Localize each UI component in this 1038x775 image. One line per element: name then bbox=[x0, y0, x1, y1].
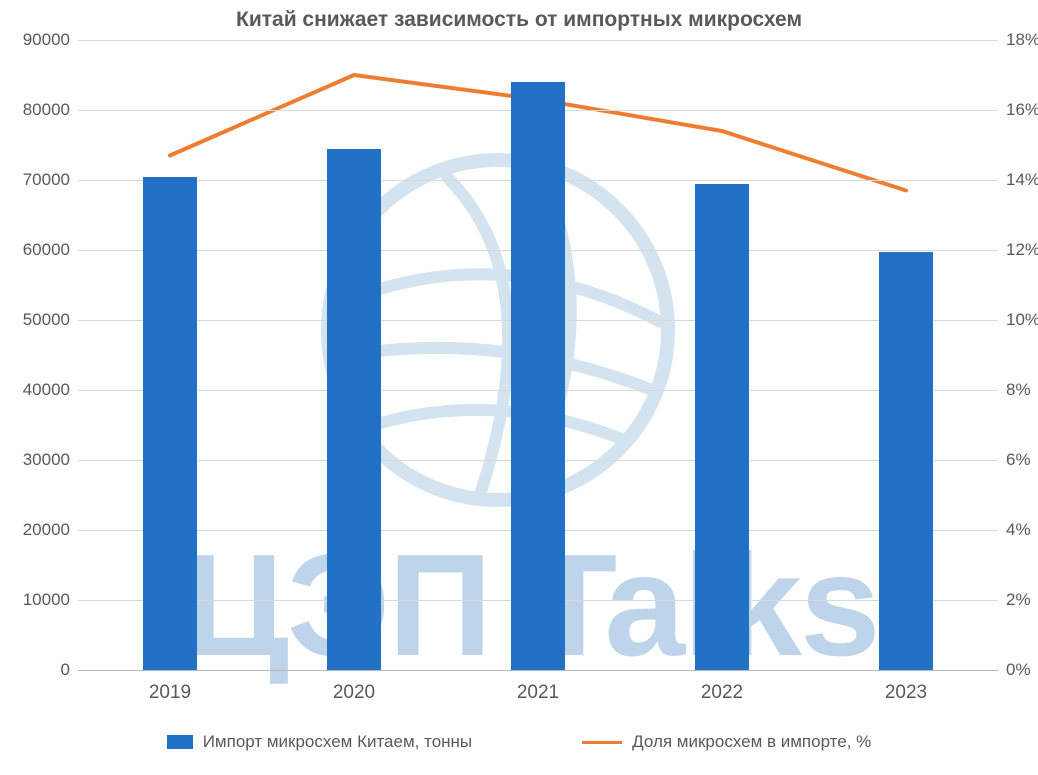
x-tick: 2022 bbox=[701, 682, 743, 704]
bar bbox=[511, 82, 564, 670]
legend-label-bars: Импорт микросхем Китаем, тонны bbox=[203, 732, 472, 752]
legend-item-line: Доля микросхем в импорте, % bbox=[582, 732, 871, 752]
y-right-tick: 10% bbox=[1006, 310, 1038, 330]
y-left-tick: 60000 bbox=[23, 240, 70, 260]
y-right-tick: 16% bbox=[1006, 100, 1038, 120]
gridline bbox=[78, 40, 998, 41]
bar bbox=[327, 149, 380, 671]
gridline bbox=[78, 670, 998, 671]
y-left-tick: 20000 bbox=[23, 520, 70, 540]
legend-swatch-bar bbox=[167, 735, 193, 749]
x-tick: 2023 bbox=[885, 682, 927, 704]
y-left-tick: 80000 bbox=[23, 100, 70, 120]
legend-swatch-line bbox=[582, 741, 622, 744]
y-left-tick: 0 bbox=[61, 660, 70, 680]
y-right-tick: 14% bbox=[1006, 170, 1038, 190]
chart-legend: Импорт микросхем Китаем, тонны Доля микр… bbox=[0, 732, 1038, 752]
x-tick: 2021 bbox=[517, 682, 559, 704]
bar bbox=[695, 184, 748, 671]
y-right-tick: 8% bbox=[1006, 380, 1031, 400]
bar bbox=[879, 252, 932, 670]
legend-item-bars: Импорт микросхем Китаем, тонны bbox=[167, 732, 472, 752]
y-right-tick: 4% bbox=[1006, 520, 1031, 540]
bar bbox=[143, 177, 196, 671]
y-left-tick: 50000 bbox=[23, 310, 70, 330]
y-left-tick: 10000 bbox=[23, 590, 70, 610]
chart-title: Китай снижает зависимость от импортных м… bbox=[0, 8, 1038, 32]
y-left-tick: 40000 bbox=[23, 380, 70, 400]
y-right-tick: 12% bbox=[1006, 240, 1038, 260]
legend-label-line: Доля микросхем в импорте, % bbox=[632, 732, 871, 752]
y-right-tick: 6% bbox=[1006, 450, 1031, 470]
x-tick: 2020 bbox=[333, 682, 375, 704]
chart-plot-area: ЦЭП Talks bbox=[78, 40, 998, 670]
y-right-tick: 18% bbox=[1006, 30, 1038, 50]
x-tick: 2019 bbox=[149, 682, 191, 704]
y-right-tick: 0% bbox=[1006, 660, 1031, 680]
y-left-tick: 70000 bbox=[23, 170, 70, 190]
y-left-tick: 90000 bbox=[23, 30, 70, 50]
y-right-tick: 2% bbox=[1006, 590, 1031, 610]
y-left-tick: 30000 bbox=[23, 450, 70, 470]
